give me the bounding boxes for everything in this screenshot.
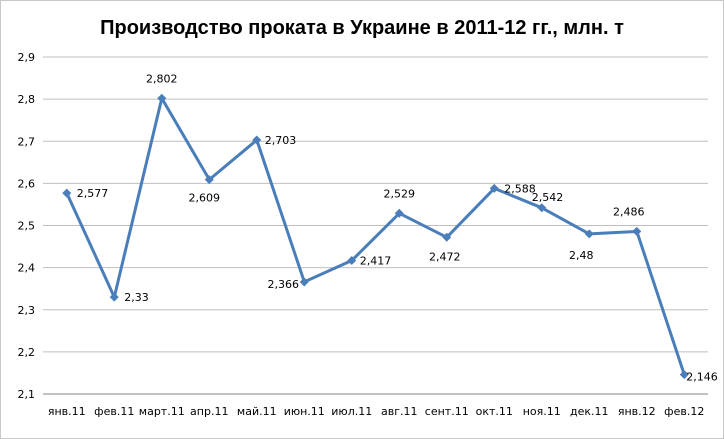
- y-tick-label: 2,4: [18, 262, 36, 275]
- x-tick-label: дек.11: [570, 405, 609, 418]
- data-label: 2,802: [146, 72, 178, 85]
- y-tick-label: 2,9: [18, 51, 36, 64]
- data-label: 2,529: [384, 187, 416, 200]
- x-tick-label: авг.11: [381, 405, 418, 418]
- x-axis-ticks: янв.11 фев.11 март.11 апр.11 май.11 июн.11 июл…: [48, 405, 704, 418]
- series-production: [62, 93, 689, 380]
- x-tick-label: янв.11: [48, 405, 86, 418]
- x-tick-label: май.11: [237, 405, 277, 418]
- chart-title: Производство проката в Украине в 2011-12…: [100, 17, 624, 39]
- x-tick-label: ноя.11: [523, 405, 561, 418]
- data-point-marker: [442, 232, 452, 242]
- data-label: 2,588: [504, 182, 536, 195]
- gridlines: [43, 56, 708, 353]
- y-tick-label: 2,3: [18, 304, 36, 317]
- data-label: 2,472: [429, 250, 461, 263]
- x-tick-label: март.11: [139, 405, 185, 418]
- data-label: 2,542: [532, 191, 564, 204]
- data-label: 2,366: [268, 278, 300, 291]
- data-point-marker: [584, 229, 594, 239]
- data-point-marker: [62, 188, 72, 198]
- data-point-marker: [632, 226, 642, 236]
- data-label: 2,48: [569, 249, 594, 262]
- data-label: 2,609: [189, 192, 221, 205]
- x-tick-label: окт.11: [476, 405, 513, 418]
- data-label: 2,33: [124, 291, 149, 304]
- x-tick-label: сент.11: [425, 405, 469, 418]
- data-label: 2,146: [686, 371, 718, 384]
- y-tick-label: 2,5: [18, 220, 36, 233]
- data-labels: 2,577 2,33 2,802 2,609 2,703 2,366 2,417 2,529 2…: [77, 72, 718, 383]
- data-point-marker: [157, 93, 167, 103]
- data-point-marker: [537, 203, 547, 213]
- series-line: [65, 96, 686, 376]
- data-point-marker: [109, 292, 119, 302]
- x-tick-label: июл.11: [331, 405, 372, 418]
- y-tick-label: 2,8: [18, 93, 36, 106]
- y-axis-ticks: 2,1 2,2 2,3 2,4 2,5 2,6 2,7 2,8 2,9: [18, 51, 36, 401]
- x-tick-label: янв.12: [618, 405, 656, 418]
- x-tick-label: фев.12: [664, 405, 704, 418]
- x-tick-label: июн.11: [284, 405, 325, 418]
- y-tick-label: 2,2: [18, 346, 36, 359]
- data-label: 2,577: [77, 187, 109, 200]
- data-label: 2,486: [613, 205, 645, 218]
- x-tick-label: фев.11: [94, 405, 134, 418]
- data-point-marker: [489, 183, 499, 193]
- y-tick-label: 2,1: [18, 388, 36, 401]
- y-tick-label: 2,7: [18, 135, 36, 148]
- data-point-marker: [679, 370, 689, 380]
- data-point-marker: [252, 135, 262, 145]
- data-point-marker: [204, 175, 214, 185]
- data-point-marker: [299, 277, 309, 287]
- data-point-marker: [394, 208, 404, 218]
- y-tick-label: 2,6: [18, 177, 36, 190]
- data-point-marker: [347, 255, 357, 265]
- data-label: 2,703: [265, 134, 297, 147]
- x-tick-label: апр.11: [190, 405, 228, 418]
- data-label: 2,417: [360, 254, 392, 267]
